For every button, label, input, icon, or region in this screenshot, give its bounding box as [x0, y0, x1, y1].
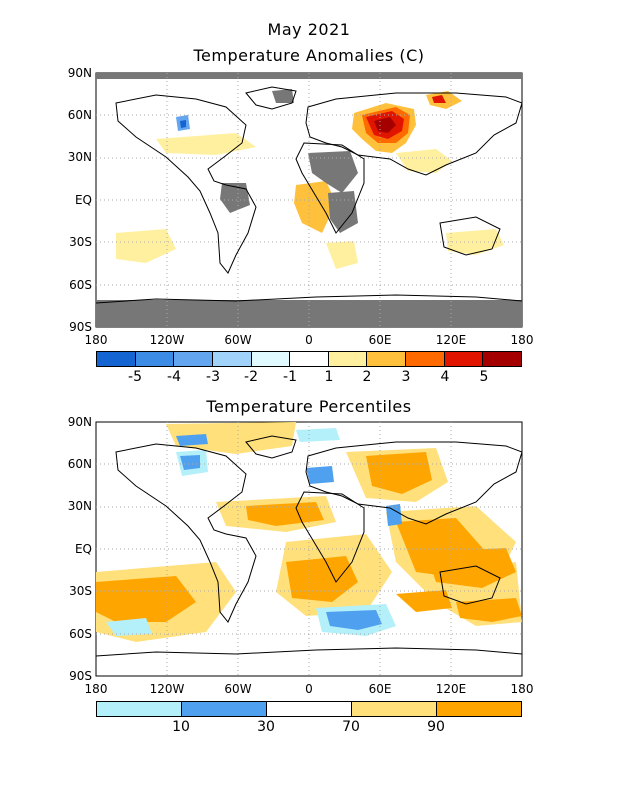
lat-label: 90S [69, 320, 92, 334]
percentile-map-title: Temperature Percentiles [206, 397, 412, 416]
colorbar-swatch [182, 702, 267, 716]
colorbar-label: -5 [128, 369, 142, 385]
lat-label: 90N [67, 66, 92, 80]
lon-label: 180 [84, 682, 108, 696]
percentile-map [95, 421, 523, 677]
lon-label: 180 [510, 333, 534, 347]
missing-data-arctic [96, 73, 522, 79]
lat-label: 30S [69, 235, 92, 249]
lon-label: 120E [435, 682, 467, 696]
lat-label: 60S [69, 278, 92, 292]
lat-label: 60S [69, 627, 92, 641]
colorbar-label: 2 [362, 369, 372, 385]
anomaly-colorbar [96, 351, 522, 367]
colorbar-label: 5 [479, 369, 489, 385]
warm-percentile-south-pacific [96, 576, 196, 622]
colorbar-swatch [97, 702, 182, 716]
lon-label: 120W [149, 333, 185, 347]
lon-label: 180 [510, 682, 534, 696]
colorbar-label: 3 [401, 369, 411, 385]
colorbar-label: -2 [244, 369, 258, 385]
colorbar-label: 1 [324, 369, 334, 385]
lat-label: EQ [74, 542, 92, 556]
lon-label: 0 [305, 682, 313, 696]
lat-label: 30N [67, 499, 92, 513]
colorbar-swatch [267, 702, 352, 716]
lat-label: 90N [67, 415, 92, 429]
colorbar-swatch [406, 352, 445, 366]
lon-label: 0 [305, 333, 313, 347]
colorbar-swatch [352, 702, 437, 716]
lon-label: 60E [368, 682, 392, 696]
lon-label: 120E [435, 333, 467, 347]
colorbar-swatch [437, 702, 521, 716]
colorbar-swatch [174, 352, 213, 366]
colorbar-swatch [483, 352, 522, 366]
colorbar-swatch [97, 352, 136, 366]
colorbar-label: 90 [427, 719, 445, 735]
lon-label: 60W [224, 682, 252, 696]
lat-label: 30S [69, 584, 92, 598]
colorbar-swatch [444, 352, 484, 366]
colorbar-swatch [290, 352, 329, 366]
lat-label: 60N [67, 108, 92, 122]
colorbar-swatch [251, 352, 291, 366]
colorbar-label: -3 [206, 369, 220, 385]
colorbar-swatch [135, 352, 175, 366]
colorbar-label: 30 [257, 719, 275, 735]
colorbar-swatch [328, 352, 368, 366]
colorbar-label: 70 [342, 719, 360, 735]
lon-label: 180 [84, 333, 108, 347]
lat-label: 30N [67, 150, 92, 164]
colorbar-label: -4 [167, 369, 181, 385]
lon-label: 120W [149, 682, 185, 696]
percentile-colorbar [96, 701, 522, 717]
anomaly-map-title: Temperature Anomalies (C) [193, 46, 425, 65]
colorbar-label: 10 [172, 719, 190, 735]
anomaly-map [95, 72, 523, 328]
map-date: May 2021 [267, 20, 351, 39]
colorbar-label: -1 [283, 369, 297, 385]
lon-label: 60W [224, 333, 252, 347]
colorbar-swatch [367, 352, 407, 366]
lat-label: 90S [69, 669, 92, 683]
colorbar-label: 4 [440, 369, 450, 385]
lat-label: 60N [67, 457, 92, 471]
colorbar-swatch [212, 352, 252, 366]
lon-label: 60E [368, 333, 392, 347]
lat-label: EQ [74, 193, 92, 207]
